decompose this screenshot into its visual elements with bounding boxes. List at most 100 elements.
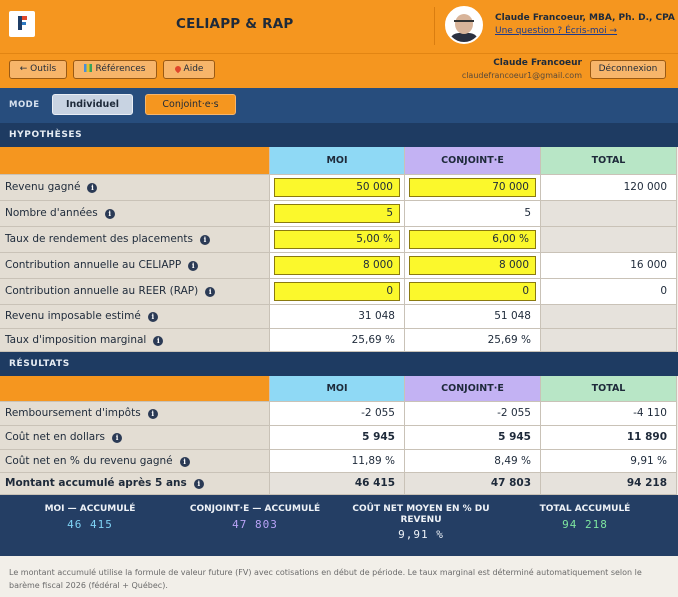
- contact-link[interactable]: Une question ? Écris-moi →: [495, 26, 618, 36]
- help-icon: [173, 64, 182, 74]
- logout-button[interactable]: Déconnexion: [590, 60, 666, 79]
- hypotheses-section-header: HYPOTHÈSES: [0, 123, 678, 147]
- cout-net-conjoint: 5 945: [405, 426, 541, 450]
- summary-panel: MOI — ACCUMULÉ 46 415 CONJOINT·E — ACCUM…: [0, 495, 678, 556]
- user-email: claudefrancoeur1@gmail.com: [461, 71, 582, 80]
- cout-net-moi: 5 945: [270, 426, 405, 450]
- remboursement-conjoint: -2 055: [405, 402, 541, 426]
- column-header-moi: MOI: [270, 147, 405, 175]
- summary-conjoint: CONJOINT·E — ACCUMULÉ 47 803: [189, 504, 321, 531]
- column-header-moi: MOI: [270, 376, 405, 402]
- toolbar: ← Outils Références Aide Claude Francoeu…: [0, 53, 678, 88]
- app-title: CELIAPP & RAP: [176, 16, 294, 32]
- accumule-conjoint: 47 803: [405, 473, 541, 495]
- imposable-conjoint: 51 048: [405, 305, 541, 329]
- rendement-moi-input[interactable]: 5,00 %: [274, 230, 400, 249]
- info-icon[interactable]: i: [193, 479, 204, 489]
- column-header-conjoint: CONJOINT·E: [405, 147, 541, 175]
- reer-moi-input[interactable]: 0: [274, 282, 400, 301]
- table-row: Taux de rendement des placements i 5,00 %…: [0, 227, 678, 253]
- resultats-column-headers: MOI CONJOINT·E TOTAL: [0, 376, 678, 402]
- row-label: Revenu gagné: [5, 181, 81, 193]
- avatar: [445, 6, 483, 44]
- revenu-conjoint-input[interactable]: 70 000: [409, 178, 536, 197]
- cout-pct-total: 9,91 %: [541, 450, 677, 473]
- author-name: Claude Francoeur, MBA, Ph. D., CPA: [495, 13, 675, 23]
- celiapp-moi-input[interactable]: 8 000: [274, 256, 400, 275]
- cout-net-total: 11 890: [541, 426, 677, 450]
- rendement-total: [541, 227, 677, 253]
- hypotheses-column-headers: MOI CONJOINT·E TOTAL: [0, 147, 678, 175]
- table-row: Remboursement d'impôts i -2 055 -2 055 -4…: [0, 402, 678, 426]
- imposable-moi: 31 048: [270, 305, 405, 329]
- logo-icon: [9, 11, 35, 37]
- table-row: Montant accumulé après 5 ans i 46 415 47 …: [0, 473, 678, 495]
- remboursement-total: -4 110: [541, 402, 677, 426]
- rendement-conjoint-input[interactable]: 6,00 %: [409, 230, 536, 249]
- info-icon[interactable]: i: [112, 433, 123, 443]
- remboursement-moi: -2 055: [270, 402, 405, 426]
- resultats-section-header: RÉSULTATS: [0, 352, 678, 376]
- table-row: Revenu gagné i 50 000 70 000 120 000: [0, 175, 678, 201]
- info-icon[interactable]: i: [147, 409, 158, 419]
- table-row: Contribution annuelle au REER (RAP) i 0 0…: [0, 279, 678, 305]
- summary-cost: COÛT NET MOYEN EN % DU REVENU 9,91 %: [352, 504, 490, 541]
- references-button[interactable]: Références: [73, 60, 157, 79]
- mode-couple-button[interactable]: Conjoint·e·s: [145, 94, 236, 115]
- row-label: Nombre d'années: [5, 207, 98, 219]
- references-icon: [84, 64, 93, 72]
- info-icon[interactable]: i: [179, 457, 190, 467]
- app-header: CELIAPP & RAP Claude Francoeur, MBA, Ph.…: [0, 0, 678, 53]
- column-header-total: TOTAL: [541, 147, 677, 175]
- accumule-total: 94 218: [541, 473, 677, 495]
- info-icon[interactable]: i: [200, 235, 211, 245]
- user-name: Claude Francoeur: [493, 58, 582, 68]
- revenu-moi-input[interactable]: 50 000: [274, 178, 400, 197]
- info-icon[interactable]: i: [104, 209, 115, 219]
- row-label: Coût net en dollars: [5, 431, 106, 443]
- mode-bar: MODE Individuel Conjoint·e·s: [0, 88, 678, 123]
- mode-individual-button[interactable]: Individuel: [52, 94, 133, 115]
- annees-conjoint: 5: [405, 201, 541, 227]
- celiapp-conjoint-input[interactable]: 8 000: [409, 256, 536, 275]
- column-header-conjoint: CONJOINT·E: [405, 376, 541, 402]
- row-label: Contribution annuelle au CELIAPP: [5, 259, 182, 271]
- summary-total: TOTAL ACCUMULÉ 94 218: [539, 504, 631, 531]
- summary-moi: MOI — ACCUMULÉ 46 415: [44, 504, 136, 531]
- row-label: Coût net en % du revenu gagné: [5, 455, 173, 467]
- info-icon[interactable]: i: [147, 312, 158, 322]
- table-row: Taux d'imposition marginal i 25,69 % 25,6…: [0, 329, 678, 352]
- cout-pct-conjoint: 8,49 %: [405, 450, 541, 473]
- info-icon[interactable]: i: [153, 336, 164, 346]
- accumule-moi: 46 415: [270, 473, 405, 495]
- row-label: Remboursement d'impôts: [5, 407, 141, 419]
- revenu-total: 120 000: [541, 175, 677, 201]
- footnote: Le montant accumulé utilise la formule d…: [9, 568, 642, 590]
- info-icon[interactable]: i: [87, 183, 98, 193]
- tools-button[interactable]: ← Outils: [9, 60, 67, 79]
- row-label: Taux de rendement des placements: [5, 233, 194, 245]
- help-button[interactable]: Aide: [163, 60, 215, 79]
- table-row: Nombre d'années i 5 5: [0, 201, 678, 227]
- cout-pct-moi: 11,89 %: [270, 450, 405, 473]
- reer-total: 0: [541, 279, 677, 305]
- info-icon[interactable]: i: [188, 261, 199, 271]
- celiapp-total: 16 000: [541, 253, 677, 279]
- marginal-total: [541, 329, 677, 352]
- header-divider: [434, 7, 435, 45]
- mode-label: MODE: [9, 100, 40, 110]
- annees-moi-input[interactable]: 5: [274, 204, 400, 223]
- marginal-conjoint: 25,69 %: [405, 329, 541, 352]
- imposable-total: [541, 305, 677, 329]
- table-row: Coût net en % du revenu gagné i 11,89 % 8…: [0, 450, 678, 473]
- reer-conjoint-input[interactable]: 0: [409, 282, 536, 301]
- table-row: Coût net en dollars i 5 945 5 945 11 890: [0, 426, 678, 450]
- info-icon[interactable]: i: [205, 287, 216, 297]
- column-header-total: TOTAL: [541, 376, 677, 402]
- table-row: Contribution annuelle au CELIAPP i 8 000 …: [0, 253, 678, 279]
- table-row: Revenu imposable estimé i 31 048 51 048: [0, 305, 678, 329]
- annees-total: [541, 201, 677, 227]
- row-label: Revenu imposable estimé: [5, 310, 141, 322]
- row-label: Taux d'imposition marginal: [5, 334, 147, 346]
- row-label: Contribution annuelle au REER (RAP): [5, 285, 199, 297]
